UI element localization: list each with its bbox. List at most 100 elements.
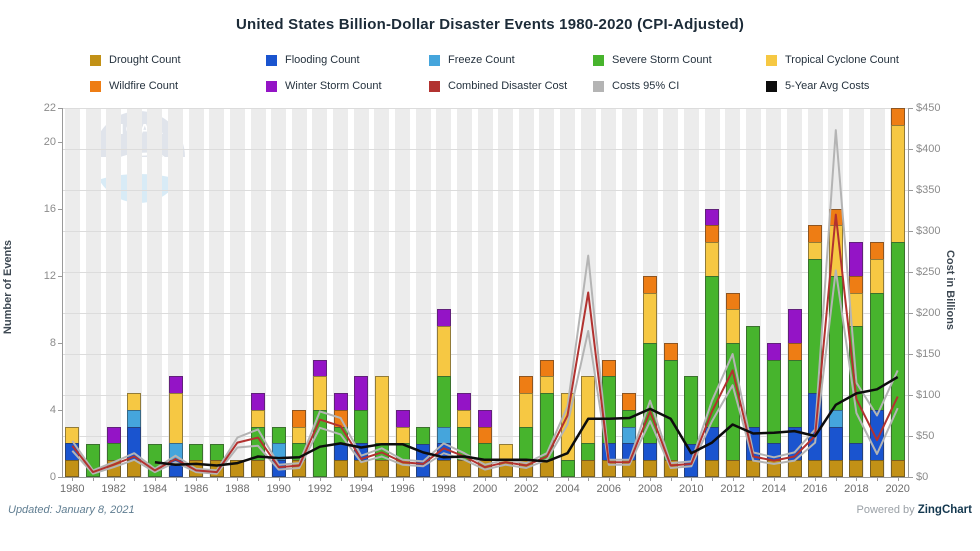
bar-1991[interactable]: [292, 409, 307, 477]
bar-1999[interactable]: [457, 393, 472, 477]
bar-2009[interactable]: [663, 342, 678, 477]
bar-1986[interactable]: [189, 443, 204, 477]
y-axis-left-tick: [58, 342, 62, 344]
bar-1993[interactable]: [333, 393, 348, 477]
bar-segment-tropical_cyclone: [127, 393, 142, 410]
bar-segment-severe_storm: [106, 443, 121, 461]
bar-segment-tropical_cyclone: [705, 242, 719, 276]
bar-segment-wildfire: [601, 359, 616, 377]
gridline: [62, 149, 908, 150]
x-axis-tick-label: 2006: [596, 483, 622, 495]
bar-1988[interactable]: [230, 460, 245, 477]
x-axis-tick: [650, 478, 652, 481]
legend-label: Freeze Count: [448, 54, 515, 66]
legend-item-wildfire[interactable]: Wildfire Count: [90, 79, 178, 93]
bar-segment-severe_storm: [354, 409, 369, 444]
year-column-stripe: [106, 108, 122, 477]
bar-segment-drought: [601, 460, 616, 477]
y-axis-left: [62, 108, 63, 477]
bar-2014[interactable]: [766, 342, 781, 477]
bar-segment-wildfire: [622, 393, 637, 410]
bar-segment-tropical_cyclone: [312, 376, 327, 410]
legend-item-flooding[interactable]: Flooding Count: [266, 53, 360, 67]
bar-1996[interactable]: [395, 409, 410, 477]
y-axis-left-tick: [58, 275, 62, 277]
y-axis-right-tick: [909, 149, 913, 150]
bar-2012[interactable]: [725, 292, 740, 477]
bar-1995[interactable]: [374, 376, 389, 477]
x-axis-tick: [113, 478, 115, 481]
y-axis-right-tick: [909, 436, 913, 437]
bar-2019[interactable]: [870, 242, 884, 477]
powered-by: Powered by ZingChart: [857, 504, 972, 516]
bar-segment-tropical_cyclone: [374, 376, 389, 444]
bar-1992[interactable]: [312, 359, 327, 477]
bar-1982[interactable]: [106, 426, 121, 477]
bar-segment-tropical_cyclone: [251, 409, 265, 427]
legend-item-drought[interactable]: Drought Count: [90, 53, 181, 67]
bar-2000[interactable]: [478, 409, 492, 477]
zingchart-brand-link[interactable]: ZingChart: [917, 504, 972, 516]
x-axis-tick: [815, 478, 817, 481]
bar-1997[interactable]: [416, 426, 431, 477]
legend-item-avg[interactable]: 5-Year Avg Costs: [766, 79, 869, 93]
bar-segment-drought: [65, 460, 80, 477]
bar-2015[interactable]: [787, 309, 802, 477]
bar-1981[interactable]: [86, 443, 100, 477]
bar-2007[interactable]: [622, 393, 637, 477]
bar-segment-wildfire: [663, 342, 678, 360]
bar-1983[interactable]: [127, 393, 142, 477]
bar-2018[interactable]: [849, 242, 864, 477]
legend-item-severe_storm[interactable]: Severe Storm Count: [593, 53, 712, 67]
legend-item-combined_cost[interactable]: Combined Disaster Cost: [429, 79, 567, 93]
bar-segment-flooding: [808, 393, 823, 461]
bar-segment-severe_storm: [436, 376, 451, 427]
bar-2011[interactable]: [705, 208, 719, 477]
bar-2013[interactable]: [746, 326, 761, 477]
legend-item-ci[interactable]: Costs 95% CI: [593, 79, 679, 93]
bar-segment-flooding: [849, 443, 864, 461]
bar-segment-flooding: [333, 443, 348, 461]
bar-2002[interactable]: [519, 376, 534, 477]
bar-2006[interactable]: [601, 359, 616, 477]
bar-1998[interactable]: [436, 309, 451, 477]
year-column-stripe: [64, 108, 80, 477]
bar-segment-severe_storm: [395, 443, 410, 461]
bar-2017[interactable]: [828, 208, 843, 477]
bar-1989[interactable]: [251, 393, 265, 477]
y-axis-right-tick-label: $450: [916, 102, 941, 114]
bar-2008[interactable]: [643, 275, 658, 477]
bar-1985[interactable]: [168, 376, 183, 477]
bar-segment-severe_storm: [705, 275, 719, 427]
legend-item-winter_storm[interactable]: Winter Storm Count: [266, 79, 382, 93]
legend-item-freeze[interactable]: Freeze Count: [429, 53, 515, 67]
bar-1980[interactable]: [65, 426, 80, 477]
bar-segment-tropical_cyclone: [725, 309, 740, 343]
bar-segment-severe_storm: [457, 426, 472, 461]
x-axis-tick: [134, 478, 136, 481]
bar-2020[interactable]: [890, 108, 905, 477]
bar-2001[interactable]: [498, 443, 513, 477]
bar-segment-flooding: [354, 443, 369, 461]
severe_storm-swatch-icon: [593, 54, 604, 66]
x-axis-tick: [526, 478, 528, 481]
legend-item-tropical_cyclone[interactable]: Tropical Cyclone Count: [766, 53, 899, 67]
bar-segment-severe_storm: [189, 443, 204, 461]
bar-2010[interactable]: [684, 376, 699, 477]
bar-segment-flooding: [828, 426, 843, 461]
bar-1984[interactable]: [147, 443, 162, 477]
bar-1990[interactable]: [271, 426, 286, 477]
bar-1994[interactable]: [354, 376, 369, 477]
bar-1987[interactable]: [209, 443, 224, 477]
bar-2003[interactable]: [539, 359, 554, 477]
bar-2016[interactable]: [808, 225, 823, 477]
y-axis-right-tick: [909, 477, 913, 478]
bar-segment-drought: [663, 460, 678, 477]
bar-segment-severe_storm: [271, 426, 286, 444]
bar-segment-severe_storm: [312, 409, 327, 477]
bar-segment-drought: [374, 460, 389, 477]
bar-segment-wildfire: [333, 409, 348, 427]
bar-2005[interactable]: [581, 376, 596, 477]
bar-segment-tropical_cyclone: [168, 393, 183, 444]
bar-2004[interactable]: [560, 393, 575, 477]
